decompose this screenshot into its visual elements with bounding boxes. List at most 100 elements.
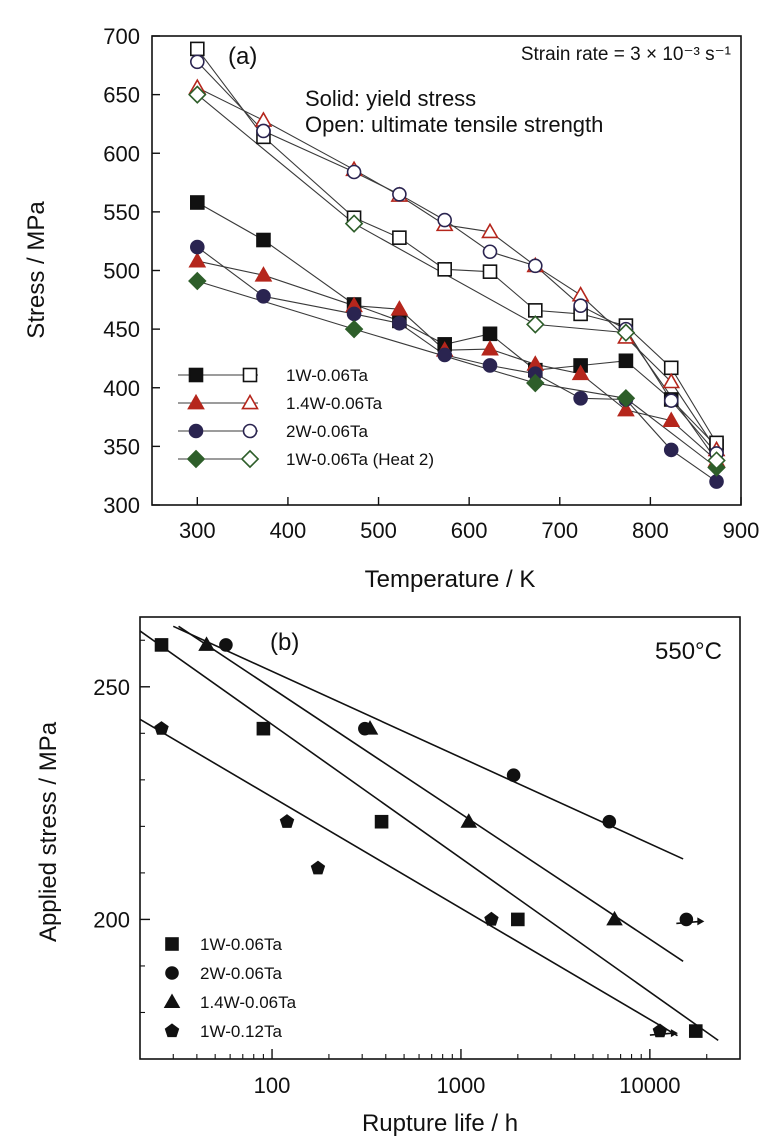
panel-a-data-point bbox=[663, 442, 679, 458]
panel-b-x-tick-label: 100 bbox=[254, 1073, 291, 1098]
panel-b-plot-frame bbox=[139, 616, 741, 1060]
panel-b-data-point bbox=[506, 768, 521, 782]
panel-a-legend-label: 1W-0.06Ta (Heat 2) bbox=[286, 450, 434, 469]
panel-b-data-point bbox=[460, 813, 478, 828]
panel-b-fit-line-0 bbox=[139, 630, 719, 1042]
panel-b-label: (b) bbox=[270, 629, 299, 656]
panel-b-runout-arrow bbox=[649, 1032, 674, 1036]
panel-a-y-tick-label: 400 bbox=[103, 376, 140, 401]
panel-a-data-point bbox=[346, 306, 362, 322]
panel-b-data-point bbox=[310, 860, 326, 875]
panel-a-legend-marker-open bbox=[241, 393, 259, 410]
panel-a-data-point bbox=[188, 85, 207, 104]
panel-b-data-point bbox=[606, 910, 623, 926]
panel-a-y-tick-label: 300 bbox=[103, 493, 140, 518]
panel-b-stress-rupture: 100 1000 10000 200 250 (b) 550°C 1W-0.06Ta 2W… bbox=[35, 616, 741, 1137]
panel-b-legend-label: 1W-0.06Ta bbox=[200, 935, 282, 954]
panel-a-x-tick-label: 600 bbox=[451, 518, 488, 543]
panel-b-data-point bbox=[484, 911, 499, 926]
panel-a-data-point bbox=[437, 212, 452, 228]
panel-a-data-point bbox=[573, 298, 588, 313]
panel-a-data-point bbox=[663, 393, 679, 408]
panel-a-x-tick-label: 700 bbox=[541, 518, 578, 543]
panel-b-legend-label: 1W-0.12Ta bbox=[200, 1022, 282, 1041]
panel-a-data-point bbox=[390, 300, 409, 316]
panel-a-series-line-3 bbox=[197, 87, 717, 451]
panel-a-legend: 1W-0.06Ta 1.4W-0.06Ta 2W-0.06Ta 1W-0.06Ta (… bbox=[178, 366, 434, 469]
panel-a-data-point bbox=[573, 391, 588, 406]
panel-b-data-point bbox=[256, 721, 271, 736]
panel-b-x-tick-label: 1000 bbox=[436, 1073, 485, 1098]
panel-b-y-tick-label: 250 bbox=[93, 675, 130, 700]
panel-a-note-solid: Solid: yield stress bbox=[305, 86, 476, 111]
panel-a-data-point bbox=[482, 326, 498, 342]
panel-a-y-tick-label: 700 bbox=[103, 24, 140, 49]
panel-b-data-point bbox=[279, 814, 295, 828]
panel-a-data-point bbox=[663, 360, 679, 376]
panel-a-y-tick-label: 350 bbox=[103, 434, 140, 459]
panel-a-label: (a) bbox=[228, 43, 257, 70]
panel-a-series-line-0 bbox=[197, 202, 717, 447]
panel-a-data-point bbox=[707, 451, 726, 470]
panel-b-data-point bbox=[198, 636, 215, 651]
panel-a-legend-marker-solid bbox=[187, 393, 205, 410]
panel-a-x-axis-title: Temperature / K bbox=[365, 566, 536, 593]
panel-b-legend-marker bbox=[163, 993, 181, 1008]
panel-a-data-point bbox=[256, 123, 271, 139]
panel-b-y-tick-label: 200 bbox=[93, 907, 130, 932]
panel-a-data-point bbox=[662, 372, 681, 389]
panel-a-series-line-4 bbox=[196, 246, 717, 483]
panel-a-data-point bbox=[392, 315, 407, 331]
panel-a-data-point bbox=[482, 358, 498, 373]
panel-a-y-axis-title: Stress / MPa bbox=[23, 201, 50, 339]
panel-a-x-tick-label: 900 bbox=[723, 518, 760, 543]
panel-a-data-point bbox=[709, 474, 724, 489]
panel-a-series-line-2 bbox=[197, 260, 717, 461]
panel-a-x-tick-label: 300 bbox=[179, 518, 216, 543]
panel-b-axis-ticks: 100 1000 10000 200 250 bbox=[93, 639, 708, 1098]
panel-a-y-tick-label: 450 bbox=[103, 317, 140, 342]
panel-a-legend-marker-open bbox=[242, 367, 258, 383]
panel-b-data-point bbox=[361, 720, 379, 735]
panel-a-data-point bbox=[481, 222, 499, 239]
panel-a-data-point bbox=[190, 41, 205, 57]
panel-a-data-point bbox=[254, 266, 273, 282]
panel-a-data-point bbox=[526, 315, 545, 334]
panel-b-legend-label: 1.4W-0.06Ta bbox=[200, 993, 297, 1012]
panel-b-data-point bbox=[219, 638, 233, 652]
panel-a-x-tick-label: 800 bbox=[632, 518, 669, 543]
panel-a-data-point bbox=[437, 262, 452, 277]
panel-b-legend-label: 2W-0.06Ta bbox=[200, 964, 282, 983]
panel-a-x-tick-label: 500 bbox=[360, 518, 397, 543]
panel-a-data-point bbox=[346, 164, 362, 180]
panel-a-data-point bbox=[616, 323, 636, 342]
panel-a-data-points bbox=[188, 41, 726, 489]
panel-a-data-point bbox=[526, 373, 545, 393]
panel-b-legend-marker bbox=[165, 966, 179, 980]
panel-b-x-tick-label: 10000 bbox=[619, 1073, 680, 1098]
panel-a-y-tick-label: 500 bbox=[103, 259, 140, 284]
panel-a-legend-label: 2W-0.06Ta bbox=[286, 422, 368, 441]
panel-a-data-point bbox=[190, 195, 205, 210]
panel-a-yield-uts-vs-temperature: 300 400 500 600 700 800 900 300 350 400 450 500 550 6… bbox=[23, 24, 759, 593]
panel-b-data-point bbox=[511, 912, 525, 927]
panel-b-runout-arrowhead bbox=[670, 1029, 678, 1038]
panel-a-data-point bbox=[437, 347, 452, 363]
panel-b-data-point bbox=[154, 638, 169, 652]
panel-b-legend-marker bbox=[165, 937, 179, 951]
panel-a-legend-marker-solid bbox=[188, 423, 204, 439]
panel-a-data-point bbox=[392, 230, 407, 245]
panel-b-y-axis-title: Applied stress / MPa bbox=[35, 721, 62, 942]
panel-a-series-line-6 bbox=[197, 280, 717, 468]
panel-a-data-point bbox=[344, 214, 364, 233]
panel-a-legend-marker-solid bbox=[188, 367, 204, 383]
panel-b-data-point bbox=[374, 814, 389, 829]
panel-a-data-point bbox=[662, 411, 681, 427]
panel-a-data-point bbox=[188, 271, 207, 291]
panel-a-data-point bbox=[188, 252, 207, 268]
panel-a-data-point bbox=[571, 364, 590, 381]
panel-a-data-point bbox=[528, 258, 543, 274]
panel-b-temperature: 550°C bbox=[655, 638, 722, 665]
panel-b-fit-lines bbox=[139, 625, 719, 1042]
panel-b-x-axis-title: Rupture life / h bbox=[362, 1110, 518, 1137]
